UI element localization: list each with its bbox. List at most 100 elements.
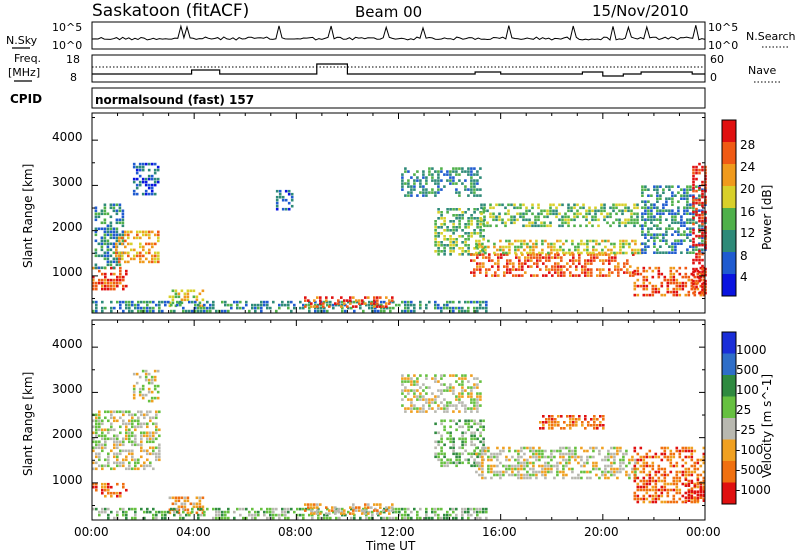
data-cell (505, 458, 508, 462)
data-cell (590, 424, 593, 427)
data-cell (230, 303, 233, 307)
data-cell (440, 464, 443, 468)
data-cell (281, 513, 284, 517)
data-cell (404, 309, 407, 313)
data-cell (701, 273, 704, 277)
data-cell (121, 239, 125, 243)
data-cell (481, 476, 484, 480)
data-cell (383, 300, 386, 304)
data-cell (476, 398, 479, 401)
data-cell (329, 300, 332, 304)
data-cell (644, 203, 647, 206)
data-cell (547, 464, 550, 468)
data-cell (549, 224, 552, 228)
data-cell (479, 306, 482, 310)
data-cell (386, 507, 389, 511)
data-cell (548, 268, 551, 271)
data-cell (410, 309, 413, 313)
data-cell (95, 488, 98, 492)
data-cell (141, 369, 145, 373)
data-cell (391, 509, 394, 512)
data-cell (478, 452, 481, 456)
data-cell (407, 407, 410, 410)
data-cell (692, 186, 695, 190)
data-cell (115, 257, 119, 261)
data-cell (470, 440, 473, 444)
data-cell (636, 206, 639, 210)
data-cell (263, 510, 266, 514)
data-cell (221, 516, 224, 520)
data-cell (115, 254, 118, 258)
data-cell (407, 380, 410, 383)
data-cell (200, 309, 203, 313)
data-cell (595, 242, 598, 246)
data-cell (104, 281, 107, 285)
data-cell (639, 479, 643, 483)
data-cell (634, 242, 637, 246)
data-cell (626, 259, 629, 262)
data-cell (644, 185, 647, 188)
data-cell (95, 425, 98, 429)
data-cell (337, 302, 340, 305)
data-cell (696, 496, 700, 499)
data-cell (198, 304, 202, 308)
data-cell (125, 300, 128, 304)
data-cell (131, 425, 134, 429)
data-cell (666, 488, 670, 492)
data-cell (455, 226, 458, 229)
data-cell (586, 245, 589, 249)
data-cell (422, 398, 425, 401)
data-cell (556, 461, 559, 465)
data-cell (583, 461, 586, 465)
data-cell (452, 170, 455, 173)
data-cell (608, 253, 611, 256)
data-cell (361, 509, 364, 512)
data-cell (458, 235, 461, 238)
data-cell (531, 206, 534, 210)
data-cell (101, 419, 104, 423)
data-cell (660, 458, 664, 462)
data-cell (527, 265, 530, 268)
data-cell (410, 401, 413, 404)
data-cell (518, 259, 521, 262)
data-cell (503, 274, 506, 277)
data-cell (112, 209, 116, 213)
data-cell (470, 513, 473, 517)
data-cell (437, 217, 440, 220)
data-cell (376, 299, 379, 302)
data-cell (572, 256, 575, 259)
data-cell (692, 285, 695, 289)
data-cell (113, 455, 116, 459)
data-cell (639, 464, 643, 468)
data-cell (482, 425, 485, 429)
data-cell (116, 275, 119, 279)
data-cell (103, 230, 107, 234)
data-cell (668, 185, 671, 188)
data-cell (482, 235, 485, 238)
data-cell (395, 510, 398, 514)
data-cell (651, 461, 655, 465)
data-cell (692, 218, 695, 221)
data-cell (101, 287, 104, 291)
data-cell (104, 434, 107, 438)
data-cell (308, 300, 311, 304)
data-cell (550, 464, 553, 468)
data-cell (470, 179, 473, 182)
data-cell (502, 464, 505, 468)
data-cell (567, 206, 570, 210)
data-cell (587, 421, 590, 424)
data-cell (621, 209, 624, 213)
data-cell (156, 384, 160, 388)
data-cell (203, 510, 206, 514)
data-cell (92, 482, 95, 486)
data-cell (531, 221, 534, 225)
data-cell (581, 268, 584, 271)
data-cell (95, 413, 98, 417)
data-cell (593, 418, 596, 421)
data-cell (143, 449, 146, 453)
data-cell (149, 510, 152, 514)
data-cell (510, 218, 513, 222)
data-cell (535, 476, 538, 480)
data-cell (352, 506, 355, 509)
data-cell (633, 491, 637, 495)
